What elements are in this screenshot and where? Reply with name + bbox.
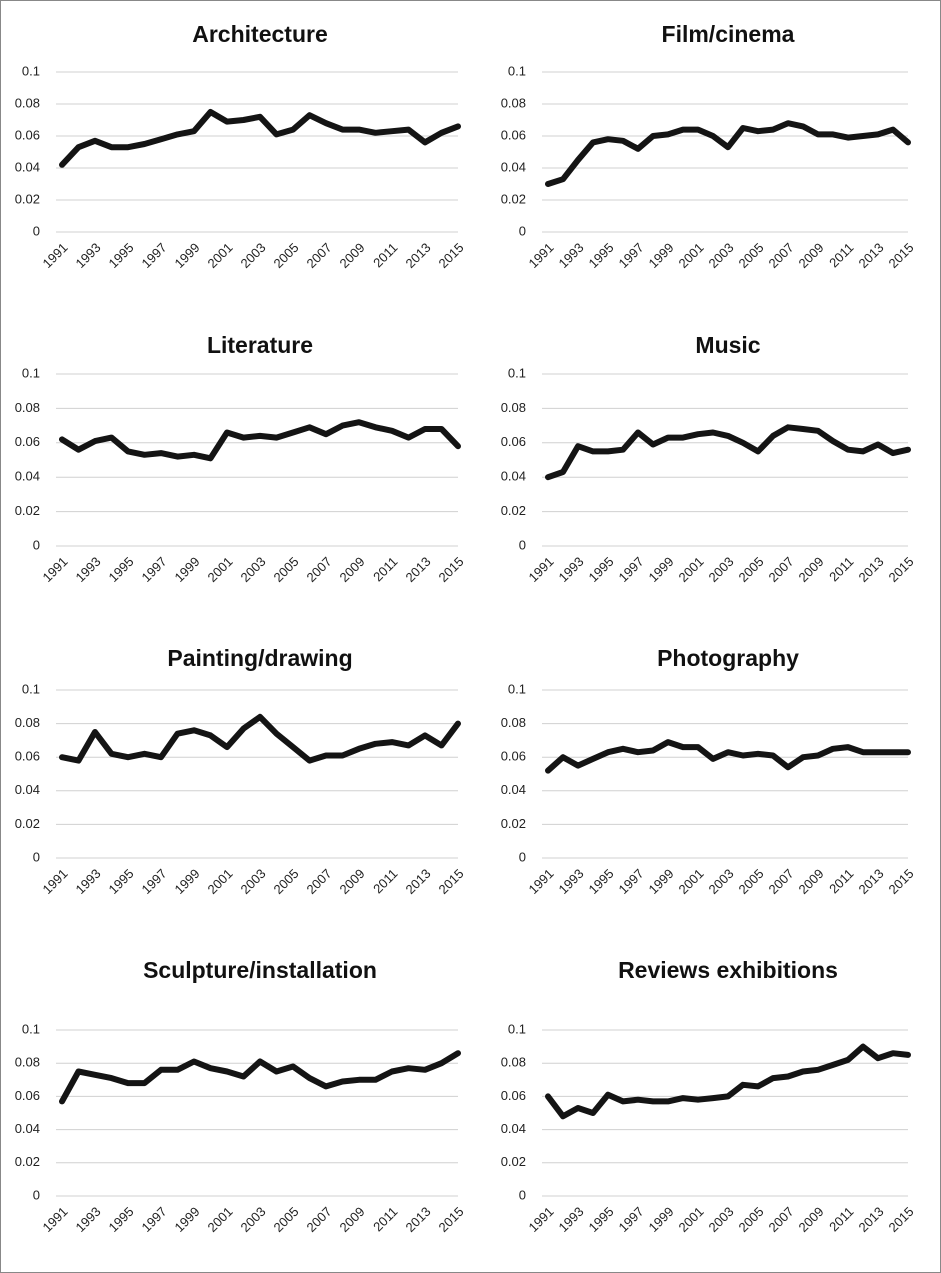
y-tick-label: 0.1 <box>22 681 40 696</box>
data-line <box>59 419 461 462</box>
y-tick-label: 0.02 <box>15 816 40 831</box>
y-tick-label: 0.04 <box>501 1121 526 1136</box>
y-tick-label: 0.08 <box>15 1055 40 1070</box>
y-tick-label: 0 <box>33 537 40 552</box>
y-tick-label: 0 <box>33 849 40 864</box>
y-tick-label: 0.1 <box>22 365 40 380</box>
y-tick-label: 0 <box>33 223 40 238</box>
chart-title: Music <box>695 332 760 358</box>
data-line <box>59 1050 461 1105</box>
data-line <box>545 424 911 481</box>
y-tick-label: 0.04 <box>501 782 526 797</box>
y-tick-label: 0.02 <box>501 191 526 206</box>
y-tick-label: 0.02 <box>501 503 526 518</box>
y-tick-label: 0.1 <box>508 681 526 696</box>
y-tick-label: 0 <box>519 537 526 552</box>
y-tick-label: 0.06 <box>15 434 40 449</box>
chart-title: Architecture <box>192 21 327 47</box>
y-tick-label: 0.08 <box>15 95 40 110</box>
y-tick-label: 0.04 <box>15 469 40 484</box>
y-tick-label: 0.06 <box>501 1088 526 1103</box>
y-tick-label: 0.08 <box>501 95 526 110</box>
y-tick-label: 0.06 <box>501 127 526 142</box>
y-tick-label: 0.04 <box>15 1121 40 1136</box>
y-tick-label: 0.02 <box>501 816 526 831</box>
y-tick-label: 0 <box>519 849 526 864</box>
chart-title: Literature <box>207 332 313 358</box>
chart-title: Reviews exhibitions <box>618 957 838 983</box>
y-tick-label: 0.02 <box>15 503 40 518</box>
y-tick-label: 0.08 <box>15 715 40 730</box>
data-line <box>545 120 911 187</box>
chart-title: Sculpture/installation <box>143 957 377 983</box>
y-tick-label: 0.06 <box>15 127 40 142</box>
y-tick-label: 0.1 <box>22 1021 40 1036</box>
y-tick-label: 0.02 <box>15 1154 40 1169</box>
y-tick-label: 0.08 <box>15 400 40 415</box>
y-tick-label: 0.06 <box>15 1088 40 1103</box>
y-tick-label: 0.06 <box>15 749 40 764</box>
y-tick-label: 0 <box>519 1187 526 1202</box>
y-tick-label: 0.1 <box>508 1021 526 1036</box>
y-tick-label: 0 <box>33 1187 40 1202</box>
data-line <box>59 713 461 764</box>
data-line <box>545 1043 911 1120</box>
y-tick-label: 0.04 <box>501 469 526 484</box>
chart-title: Film/cinema <box>662 21 795 47</box>
y-tick-label: 0.02 <box>501 1154 526 1169</box>
data-line <box>59 109 461 168</box>
y-tick-label: 0.08 <box>501 1055 526 1070</box>
y-tick-label: 0.04 <box>15 159 40 174</box>
y-tick-label: 0.06 <box>501 434 526 449</box>
y-tick-label: 0.1 <box>22 63 40 78</box>
y-tick-label: 0.02 <box>15 191 40 206</box>
data-line <box>545 739 911 774</box>
y-tick-label: 0.08 <box>501 715 526 730</box>
chart-title: Painting/drawing <box>167 645 352 671</box>
y-tick-label: 0.08 <box>501 400 526 415</box>
y-tick-label: 0.06 <box>501 749 526 764</box>
y-tick-label: 0.1 <box>508 63 526 78</box>
y-tick-label: 0 <box>519 223 526 238</box>
y-tick-label: 0.04 <box>15 782 40 797</box>
y-tick-label: 0.04 <box>501 159 526 174</box>
chart-title: Photography <box>657 645 799 671</box>
y-tick-label: 0.1 <box>508 365 526 380</box>
